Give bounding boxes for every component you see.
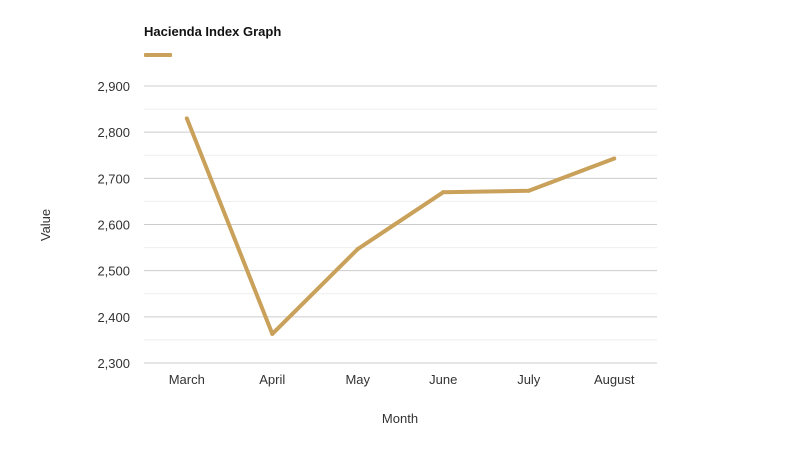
- x-tick-label: June: [429, 372, 457, 387]
- x-tick-label: August: [594, 372, 635, 387]
- x-tick-label: July: [517, 372, 541, 387]
- y-axis-ticks: 2,300 2,400 2,500 2,600 2,700 2,800 2,900: [97, 79, 130, 371]
- gridlines: [144, 85, 657, 364]
- y-tick-label: 2,800: [97, 125, 130, 140]
- data-point: [441, 190, 446, 195]
- series-layer: [184, 116, 617, 336]
- data-point: [184, 116, 189, 121]
- data-point: [526, 188, 531, 193]
- x-axis-title: Month: [382, 411, 418, 426]
- x-tick-label: April: [259, 372, 285, 387]
- y-tick-label: 2,600: [97, 218, 130, 233]
- y-tick-label: 2,400: [97, 310, 130, 325]
- y-tick-label: 2,900: [97, 79, 130, 94]
- y-tick-label: 2,700: [97, 171, 130, 186]
- data-point: [355, 246, 360, 251]
- series-line: [184, 117, 616, 336]
- x-tick-label: May: [345, 372, 370, 387]
- data-point: [612, 156, 617, 161]
- x-tick-label: March: [169, 372, 205, 387]
- y-tick-label: 2,300: [97, 356, 130, 371]
- x-axis-ticks: March April May June July August: [169, 372, 635, 387]
- legend-swatch: [144, 53, 172, 57]
- data-point: [270, 331, 275, 336]
- chart-title: Hacienda Index Graph: [144, 24, 282, 39]
- y-axis-title: Value: [38, 209, 53, 241]
- y-tick-label: 2,500: [97, 264, 130, 279]
